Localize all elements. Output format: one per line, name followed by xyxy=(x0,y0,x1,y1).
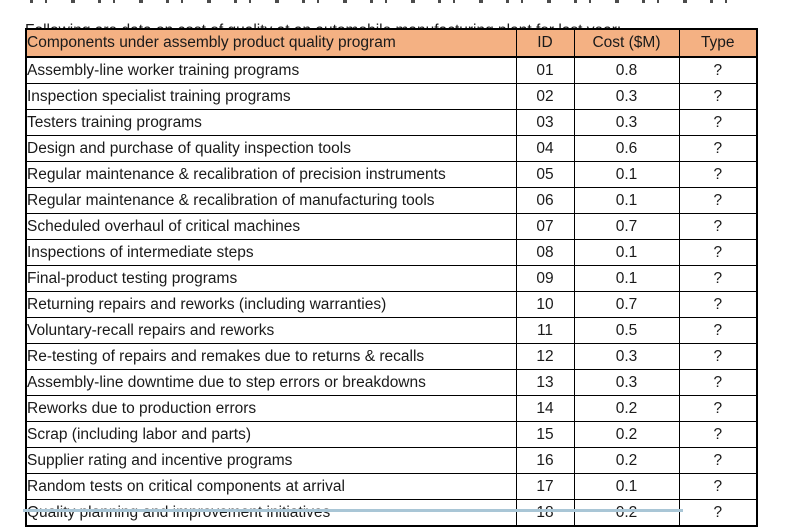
table-row: Regular maintenance & recalibration of p… xyxy=(25,161,758,188)
table-row: Reworks due to production errors 14 0.2? xyxy=(25,395,758,422)
cell-id: 03 xyxy=(515,109,575,136)
clipped-text-remnant xyxy=(30,0,750,3)
cell-cost: 0.3 xyxy=(573,369,680,396)
table-body: Assembly-line worker training programs 01… xyxy=(25,56,758,527)
table-row: Re-testing of repairs and remakes due to… xyxy=(25,343,758,370)
cell-type: ? xyxy=(678,447,758,474)
cell-type: ? xyxy=(678,343,758,370)
col-header-cost: Cost ($M) xyxy=(573,28,680,58)
cell-cost: 0.1 xyxy=(573,265,680,292)
cell-cost: 0.2 xyxy=(573,421,680,448)
cell-cost: 0.1 xyxy=(573,473,680,500)
cell-id: 16 xyxy=(515,447,575,474)
cell-component: Regular maintenance & recalibration of p… xyxy=(25,161,517,188)
cell-component: Reworks due to production errors xyxy=(25,395,517,422)
cell-cost: 0.2 xyxy=(573,447,680,474)
cell-type: ? xyxy=(678,239,758,266)
cell-cost: 0.3 xyxy=(573,343,680,370)
cell-component: Supplier rating and incentive programs xyxy=(25,447,517,474)
cell-id: 13 xyxy=(515,369,575,396)
cell-id: 04 xyxy=(515,135,575,162)
cell-id: 08 xyxy=(515,239,575,266)
cell-type: ? xyxy=(678,83,758,110)
cell-type: ? xyxy=(678,56,758,84)
cell-id: 11 xyxy=(515,317,575,344)
table-row: Inspection specialist training programs 0… xyxy=(25,83,758,110)
table-row: Inspections of intermediate steps 08 0.1? xyxy=(25,239,758,266)
cell-cost: 0.6 xyxy=(573,135,680,162)
cell-id: 02 xyxy=(515,83,575,110)
cell-cost: 0.1 xyxy=(573,239,680,266)
cell-cost: 0.3 xyxy=(573,109,680,136)
cell-type: ? xyxy=(678,473,758,500)
table-row: Final-product testing programs 09 0.1? xyxy=(25,265,758,292)
cell-type: ? xyxy=(678,161,758,188)
table-header-row: Components under assembly product qualit… xyxy=(25,28,758,58)
cell-cost: 0.3 xyxy=(573,83,680,110)
cell-component: Inspection specialist training programs xyxy=(25,83,517,110)
cell-cost: 0.8 xyxy=(573,56,680,84)
cell-type: ? xyxy=(678,395,758,422)
table-row: Voluntary-recall repairs and reworks 11 0.… xyxy=(25,317,758,344)
cell-component: Scheduled overhaul of critical machines xyxy=(25,213,517,240)
cell-id: 10 xyxy=(515,291,575,318)
cell-id: 14 xyxy=(515,395,575,422)
cell-id: 05 xyxy=(515,161,575,188)
cell-id: 09 xyxy=(515,265,575,292)
cell-cost: 0.2 xyxy=(573,395,680,422)
cell-type: ? xyxy=(678,187,758,214)
cell-type: ? xyxy=(678,369,758,396)
table-row: Assembly-line worker training programs 01… xyxy=(25,56,758,84)
cell-cost: 0.7 xyxy=(573,291,680,318)
cost-of-quality-table: Components under assembly product qualit… xyxy=(25,28,758,527)
col-header-type: Type xyxy=(678,28,758,58)
cell-type: ? xyxy=(678,291,758,318)
cell-component: Regular maintenance & recalibration of m… xyxy=(25,187,517,214)
table-row: Design and purchase of quality inspectio… xyxy=(25,135,758,162)
cell-component: Returning repairs and reworks (including… xyxy=(25,291,517,318)
cell-id: 15 xyxy=(515,421,575,448)
cell-component: Scrap (including labor and parts) xyxy=(25,421,517,448)
cell-type: ? xyxy=(678,213,758,240)
cell-id: 17 xyxy=(515,473,575,500)
cell-id: 07 xyxy=(515,213,575,240)
next-element-top-strip xyxy=(23,509,683,512)
table-row: Random tests on critical components at a… xyxy=(25,473,758,500)
cell-component: Final-product testing programs xyxy=(25,265,517,292)
cell-type: ? xyxy=(678,421,758,448)
cell-cost: 0.5 xyxy=(573,317,680,344)
table-row: Regular maintenance & recalibration of m… xyxy=(25,187,758,214)
cell-cost: 0.1 xyxy=(573,161,680,188)
cell-cost: 0.7 xyxy=(573,213,680,240)
cell-cost: 0.1 xyxy=(573,187,680,214)
cell-id: 06 xyxy=(515,187,575,214)
cell-component: Assembly-line worker training programs xyxy=(25,56,517,84)
cell-id: 01 xyxy=(515,56,575,84)
table-row: Supplier rating and incentive programs 16… xyxy=(25,447,758,474)
col-header-components: Components under assembly product qualit… xyxy=(25,28,517,58)
cell-type: ? xyxy=(678,265,758,292)
cell-component: Design and purchase of quality inspectio… xyxy=(25,135,517,162)
cell-component: Testers training programs xyxy=(25,109,517,136)
table-row: Scrap (including labor and parts) 15 0.2? xyxy=(25,421,758,448)
table-row: Scheduled overhaul of critical machines 0… xyxy=(25,213,758,240)
cell-component: Random tests on critical components at a… xyxy=(25,473,517,500)
cell-id: 12 xyxy=(515,343,575,370)
col-header-id: ID xyxy=(515,28,575,58)
cell-component: Inspections of intermediate steps xyxy=(25,239,517,266)
cell-type: ? xyxy=(678,109,758,136)
cell-component: Assembly-line downtime due to step error… xyxy=(25,369,517,396)
cell-type: ? xyxy=(678,317,758,344)
table-row: Assembly-line downtime due to step error… xyxy=(25,369,758,396)
table-row: Returning repairs and reworks (including… xyxy=(25,291,758,318)
cell-component: Voluntary-recall repairs and reworks xyxy=(25,317,517,344)
cell-component: Re-testing of repairs and remakes due to… xyxy=(25,343,517,370)
cell-type: ? xyxy=(678,135,758,162)
table-row: Testers training programs 03 0.3? xyxy=(25,109,758,136)
